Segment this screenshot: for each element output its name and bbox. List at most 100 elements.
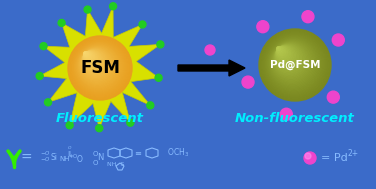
Circle shape (265, 35, 324, 94)
Circle shape (277, 47, 286, 56)
Circle shape (73, 41, 126, 94)
Circle shape (109, 3, 117, 10)
Circle shape (277, 47, 279, 49)
Text: $^{-O}$: $^{-O}$ (40, 156, 50, 166)
Circle shape (83, 51, 98, 66)
Circle shape (82, 50, 105, 72)
Text: N: N (97, 153, 103, 163)
Circle shape (83, 51, 100, 68)
Circle shape (58, 19, 65, 26)
Circle shape (69, 37, 131, 99)
Circle shape (70, 38, 129, 98)
Circle shape (273, 43, 308, 78)
Circle shape (157, 41, 164, 48)
Circle shape (327, 91, 339, 103)
Polygon shape (8, 151, 20, 167)
Text: NH  S: NH S (107, 161, 125, 167)
Circle shape (68, 36, 132, 100)
Circle shape (74, 42, 124, 92)
Text: = Pd: = Pd (321, 153, 348, 163)
Circle shape (276, 46, 291, 61)
Circle shape (242, 76, 254, 88)
Circle shape (302, 11, 314, 23)
Circle shape (96, 125, 103, 132)
Circle shape (268, 38, 320, 90)
Circle shape (84, 52, 92, 60)
Circle shape (84, 52, 87, 55)
Circle shape (77, 45, 120, 88)
Circle shape (271, 41, 312, 82)
Circle shape (76, 44, 122, 90)
Circle shape (71, 39, 129, 97)
Circle shape (280, 108, 292, 120)
Circle shape (83, 52, 93, 61)
Circle shape (269, 39, 316, 86)
Circle shape (78, 46, 118, 86)
Circle shape (270, 40, 315, 85)
Circle shape (74, 42, 125, 93)
Circle shape (273, 43, 307, 77)
Circle shape (305, 153, 311, 159)
Circle shape (304, 152, 316, 164)
Circle shape (274, 44, 303, 73)
Circle shape (276, 46, 292, 62)
Text: $\ast$O: $\ast$O (68, 152, 78, 160)
Circle shape (40, 43, 47, 50)
Circle shape (80, 48, 113, 81)
Text: Si: Si (50, 153, 58, 163)
Circle shape (266, 36, 322, 92)
Circle shape (277, 47, 282, 52)
Text: Non-fluorescent: Non-fluorescent (235, 112, 355, 125)
Circle shape (275, 45, 299, 68)
Circle shape (332, 34, 344, 46)
Circle shape (264, 34, 325, 95)
Circle shape (72, 40, 128, 96)
Circle shape (83, 51, 102, 70)
Text: O: O (92, 151, 98, 157)
Circle shape (82, 50, 106, 74)
Circle shape (274, 44, 302, 71)
Circle shape (82, 50, 107, 75)
Circle shape (127, 119, 134, 126)
Circle shape (271, 42, 311, 81)
Text: 2+: 2+ (348, 149, 359, 159)
Circle shape (276, 46, 294, 64)
Circle shape (78, 46, 117, 85)
Text: OCH$_3$: OCH$_3$ (167, 147, 189, 159)
Circle shape (83, 51, 99, 67)
Circle shape (274, 44, 304, 74)
Circle shape (83, 52, 95, 63)
Circle shape (205, 45, 215, 55)
Circle shape (83, 51, 96, 64)
Circle shape (276, 46, 296, 65)
Text: $\equiv$: $\equiv$ (133, 149, 143, 157)
Circle shape (75, 43, 123, 91)
Text: =: = (20, 151, 32, 165)
Circle shape (268, 38, 318, 89)
Circle shape (139, 21, 146, 28)
Circle shape (81, 49, 108, 76)
Circle shape (270, 40, 314, 84)
Circle shape (84, 52, 90, 58)
Circle shape (147, 102, 154, 109)
Circle shape (257, 21, 269, 33)
Text: NH: NH (60, 156, 70, 162)
FancyArrow shape (178, 60, 245, 76)
Text: Pd@FSM: Pd@FSM (270, 60, 320, 70)
Circle shape (79, 47, 114, 82)
Circle shape (73, 40, 127, 95)
Text: O: O (92, 160, 98, 166)
Circle shape (70, 38, 130, 98)
Circle shape (275, 45, 297, 67)
Circle shape (276, 46, 289, 59)
Circle shape (275, 45, 300, 70)
Circle shape (36, 73, 43, 80)
Text: O: O (77, 154, 83, 163)
Circle shape (262, 33, 327, 97)
Text: FSM: FSM (80, 59, 120, 77)
Circle shape (272, 42, 310, 80)
Circle shape (80, 48, 112, 80)
Circle shape (267, 37, 321, 91)
Circle shape (77, 45, 119, 87)
Text: $\underset{}{\overset{O}{\Vert}}$: $\underset{}{\overset{O}{\Vert}}$ (67, 146, 73, 158)
